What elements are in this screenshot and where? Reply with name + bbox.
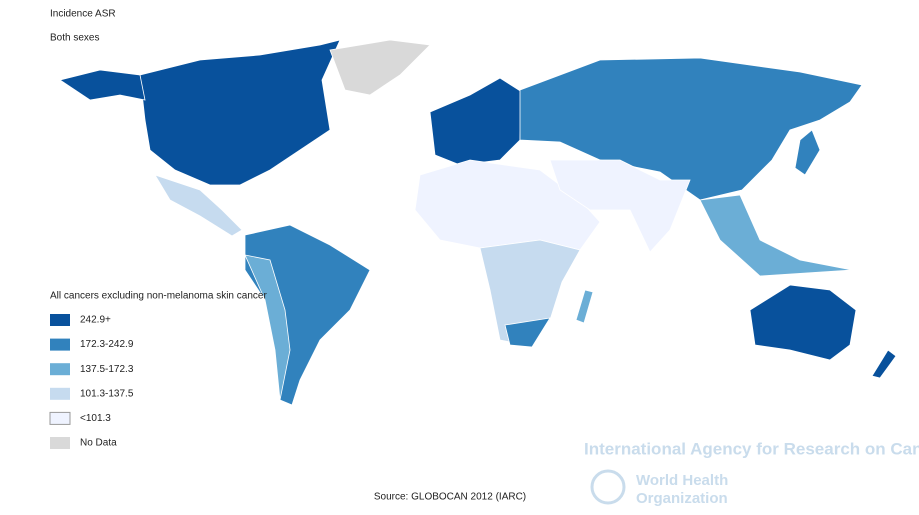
south-america xyxy=(244,224,371,406)
japan xyxy=(794,129,821,176)
legend-swatch xyxy=(50,338,70,351)
southeast-asia xyxy=(699,194,853,277)
legend-swatch xyxy=(50,363,70,376)
legend-label: 242.9+ xyxy=(80,315,111,326)
legend-title: All cancers excluding non-melanoma skin … xyxy=(50,291,267,302)
watermark-who-1: World Health xyxy=(636,472,728,489)
watermark-agency: International Agency for Research on Can… xyxy=(584,439,919,458)
source: Source: GLOBOCAN 2012 (IARC) xyxy=(374,492,526,503)
map-subtitle: Both sexes xyxy=(50,33,99,44)
central-america xyxy=(154,174,243,237)
legend-label: 172.3-242.9 xyxy=(80,339,134,350)
legend-label: <101.3 xyxy=(80,413,111,424)
map-title: Incidence ASR xyxy=(50,9,116,20)
greenland xyxy=(329,39,431,96)
new-zealand xyxy=(871,349,897,379)
andes xyxy=(244,254,291,401)
who-logo xyxy=(590,469,626,505)
legend-swatch xyxy=(50,387,70,400)
madagascar xyxy=(575,289,594,324)
watermark-who-2: Organization xyxy=(636,490,728,507)
legend-swatch xyxy=(50,314,70,326)
legend-swatch xyxy=(49,411,71,425)
australia xyxy=(749,284,857,361)
legend-label: No Data xyxy=(80,438,117,449)
legend-label: 137.5-172.3 xyxy=(80,364,134,375)
south-africa xyxy=(504,317,551,348)
russia-asia xyxy=(519,57,863,201)
legend: All cancers excluding non-melanoma skin … xyxy=(49,291,267,449)
world-map xyxy=(59,39,897,406)
legend-label: 101.3-137.5 xyxy=(80,388,134,399)
alaska xyxy=(59,69,146,101)
africa-south xyxy=(479,239,581,347)
north-america xyxy=(139,39,341,186)
legend-swatch xyxy=(50,437,70,449)
middle-east-india xyxy=(549,159,691,253)
europe xyxy=(429,77,523,166)
